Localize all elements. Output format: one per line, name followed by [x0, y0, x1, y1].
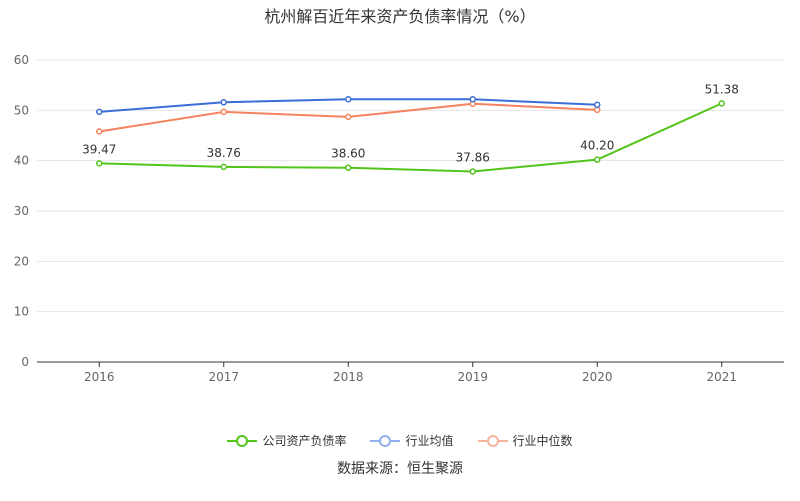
y-tick-label: 60	[14, 53, 29, 67]
legend-item-company[interactable]: 公司资产负债率	[227, 432, 346, 449]
y-tick-label: 0	[21, 355, 29, 369]
legend-item-industry-avg[interactable]: 行业均值	[370, 432, 454, 449]
data-point-industry_avg[interactable]	[220, 99, 227, 106]
grid-lines	[37, 59, 784, 313]
data-point-industry_avg[interactable]	[469, 96, 476, 103]
data-label: 37.86	[456, 150, 490, 164]
data-label: 51.38	[705, 82, 739, 96]
data-label: 38.76	[207, 146, 241, 160]
chart-title: 杭州解百近年来资产负债率情况（%）	[264, 7, 536, 26]
data-labels: 39.47 38.76 38.60 37.86 40.20 51.38	[82, 82, 739, 164]
legend-line-circle-icon	[370, 434, 401, 447]
data-point-company[interactable]	[96, 160, 103, 167]
axes: 0 10 20 30 40 50 60 2016 2017 2018 2019 2020 2021	[14, 53, 784, 384]
data-label: 40.20	[580, 139, 614, 153]
legend-line-circle-icon	[477, 434, 508, 447]
y-tick-label: 10	[14, 305, 29, 319]
x-tick-label: 2017	[208, 370, 239, 384]
legend-label-company: 公司资产负债率	[262, 434, 347, 448]
legend-item-industry-median[interactable]: 行业中位数	[477, 432, 573, 449]
series-lines	[96, 96, 725, 175]
x-tick-label: 2021	[706, 370, 737, 384]
data-point-industry_avg[interactable]	[345, 96, 352, 103]
legend-line-circle-icon	[227, 434, 258, 447]
series-line-company	[99, 102, 723, 173]
data-label: 39.47	[82, 142, 116, 156]
data-point-industry_median[interactable]	[345, 113, 352, 121]
data-point-industry_median[interactable]	[96, 128, 103, 135]
data-point-industry_avg[interactable]	[594, 101, 601, 109]
data-point-company[interactable]	[220, 163, 227, 171]
y-tick-label: 30	[14, 204, 29, 218]
legend-label-industry-avg: 行业均值	[405, 434, 454, 448]
data-point-company[interactable]	[469, 168, 476, 175]
y-tick-label: 50	[14, 103, 29, 117]
y-tick-label: 20	[14, 254, 29, 268]
legend: 公司资产负债率 行业均值 行业中位数	[0, 432, 800, 449]
data-label: 38.60	[331, 147, 365, 161]
data-point-company[interactable]	[594, 156, 601, 163]
x-tick-label: 2018	[333, 370, 364, 384]
data-point-industry_avg[interactable]	[96, 108, 103, 116]
x-tick-label: 2019	[457, 370, 488, 384]
data-source: 数据来源：恒生聚源	[337, 461, 463, 477]
y-tick-label: 40	[14, 154, 29, 168]
data-point-company[interactable]	[718, 100, 725, 107]
data-point-company[interactable]	[345, 164, 352, 171]
data-point-industry_median[interactable]	[220, 108, 227, 116]
legend-label-industry-median: 行业中位数	[512, 434, 573, 448]
x-tick-label: 2016	[84, 370, 115, 384]
data-point-industry_median[interactable]	[594, 106, 601, 114]
x-tick-label: 2020	[582, 370, 613, 384]
